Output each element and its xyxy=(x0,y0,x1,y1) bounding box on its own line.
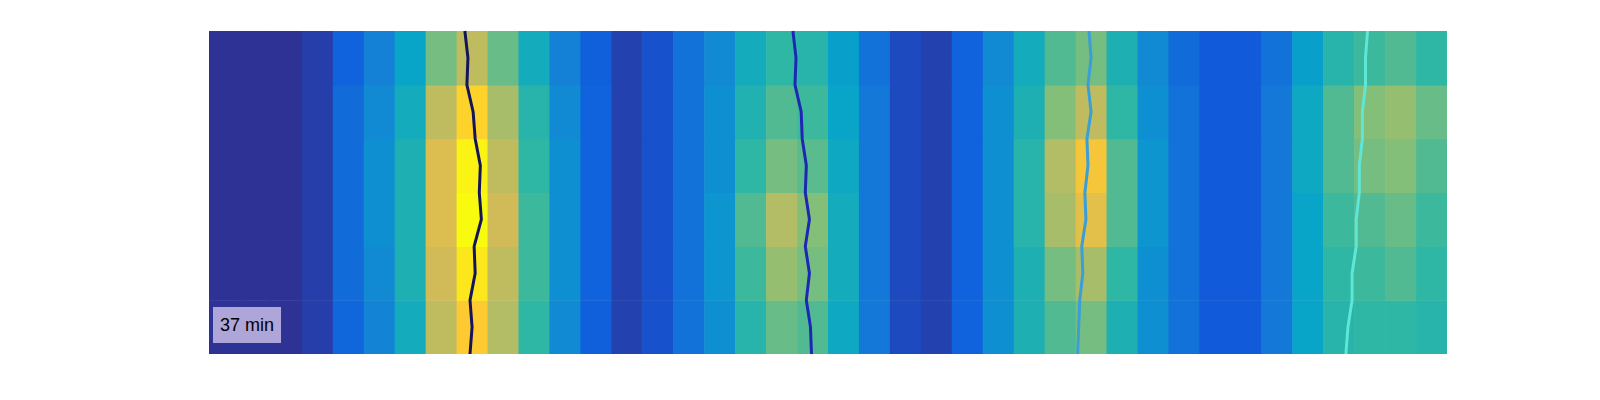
svg-text:37 min: 37 min xyxy=(220,315,274,335)
